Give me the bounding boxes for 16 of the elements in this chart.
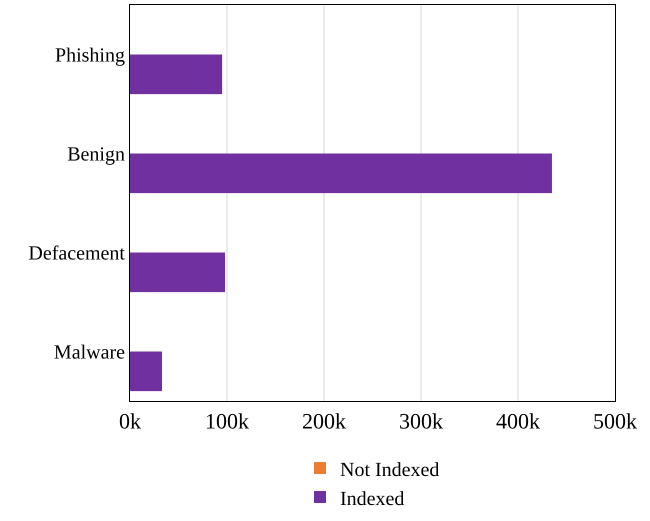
legend-label: Indexed <box>340 488 404 510</box>
x-tick-label: 500k <box>593 408 637 434</box>
x-tick-label: 300k <box>399 408 443 434</box>
y-tick-label: Benign <box>67 144 125 166</box>
x-tick-label: 0k <box>119 408 141 434</box>
x-tick-label: 200k <box>302 408 346 434</box>
bar <box>130 352 162 392</box>
legend-label: Not Indexed <box>340 458 440 481</box>
y-tick-label: Defacement <box>28 242 126 264</box>
bar <box>130 54 222 94</box>
y-tick-label: Malware <box>54 342 126 364</box>
bar <box>130 154 552 194</box>
bar <box>130 252 226 292</box>
x-tick-label: 100k <box>205 408 249 434</box>
x-tick-label: 400k <box>496 408 540 434</box>
y-tick-label: Phishing <box>54 44 125 66</box>
